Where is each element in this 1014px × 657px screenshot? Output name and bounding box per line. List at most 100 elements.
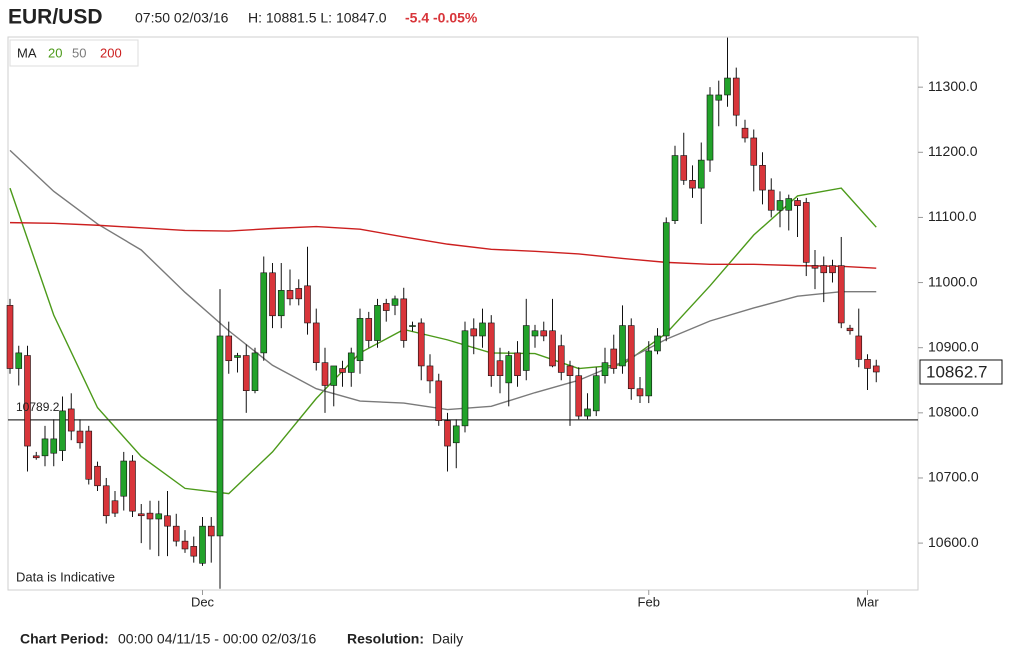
candle-body	[76, 430, 84, 444]
candle-body	[829, 265, 836, 274]
candle-body	[347, 352, 355, 373]
candle-body	[374, 305, 381, 341]
candle-body	[662, 222, 670, 337]
candle-body	[741, 127, 749, 139]
candle-body	[522, 325, 530, 371]
candle-body	[549, 330, 556, 367]
annotation: Data is Indicative	[16, 569, 115, 584]
candle-body	[715, 94, 723, 101]
candle-body	[636, 388, 644, 397]
candle-body	[286, 290, 294, 300]
last-price: 10862.7	[926, 362, 987, 381]
candle-body	[400, 298, 408, 341]
candle-body	[584, 408, 591, 417]
candle-body	[356, 318, 364, 362]
candle-body	[312, 322, 320, 363]
y-tick-label: 11000.0	[928, 273, 978, 289]
candle-body	[59, 410, 66, 451]
candle-body	[102, 485, 110, 517]
y-tick-label: 10800.0	[928, 404, 979, 420]
period-label: Chart Period:	[20, 631, 109, 647]
resolution-label: Resolution:	[347, 631, 424, 647]
change: -5.4 -0.05%	[405, 10, 478, 26]
candle-body	[601, 362, 609, 377]
candle-body	[671, 155, 679, 221]
candle-body	[435, 380, 443, 421]
candle-body	[32, 455, 40, 459]
candle-body	[706, 94, 714, 161]
candle-body	[269, 272, 276, 317]
candle-body	[190, 546, 198, 557]
level-label: 10789.2	[16, 400, 60, 414]
candle-body	[654, 335, 661, 352]
candle-body	[251, 352, 259, 391]
candle-body	[846, 327, 854, 332]
candle-body	[15, 352, 23, 369]
candle-body	[785, 198, 793, 211]
candle-body	[487, 322, 495, 377]
plot	[6, 37, 918, 589]
ma-line	[9, 187, 877, 495]
candle-body	[514, 352, 521, 377]
candle-body	[225, 335, 233, 362]
candle-body	[391, 298, 399, 306]
x-tick-label: Mar	[856, 594, 879, 609]
candle-body	[759, 165, 766, 191]
candle-body	[41, 438, 49, 457]
y-tick-label: 11200.0	[928, 143, 978, 159]
candle-body	[627, 325, 635, 390]
candle-body	[155, 513, 163, 520]
candle-body	[767, 189, 775, 211]
legend-title: MA	[17, 45, 37, 60]
candle-body	[330, 365, 338, 386]
candle-body	[724, 77, 731, 96]
candle-body	[120, 460, 128, 497]
candle-body	[6, 305, 14, 369]
legend-entry: 20	[48, 45, 62, 60]
candle-body	[199, 525, 206, 564]
candle-body	[234, 355, 241, 358]
y-tick-label: 10600.0	[928, 534, 979, 550]
candle-body	[802, 202, 810, 263]
candle-body	[137, 513, 145, 517]
candle-body	[304, 285, 311, 324]
candle-body	[531, 330, 539, 337]
candle-body	[820, 265, 828, 274]
legend-entry: 200	[100, 45, 122, 60]
candle-body	[129, 460, 136, 512]
y-tick-label: 10900.0	[928, 338, 979, 354]
candle-body	[619, 325, 626, 367]
candle-body	[540, 330, 548, 337]
candle-body	[146, 512, 154, 520]
candle-body	[557, 345, 565, 373]
candle-body	[479, 322, 486, 337]
candle-body	[260, 272, 268, 354]
candle-body	[181, 540, 189, 550]
symbol: EUR/USD	[8, 6, 103, 29]
candle-body	[680, 155, 688, 181]
candle-body	[382, 303, 390, 311]
candle-body	[470, 328, 478, 337]
candle-body	[610, 348, 618, 369]
y-tick-label: 10700.0	[928, 469, 979, 485]
candle-body	[426, 365, 434, 382]
candle-body	[207, 525, 215, 537]
candle-body	[409, 325, 416, 327]
candle-body	[872, 365, 880, 373]
y-tick-label: 11100.0	[928, 208, 977, 224]
candle-body	[50, 438, 58, 454]
candle-body	[24, 355, 31, 447]
time: 07:50 02/03/16	[135, 10, 229, 26]
candle-body	[417, 322, 425, 367]
resolution: Daily	[432, 631, 463, 647]
candle-body	[592, 375, 600, 412]
candle-body	[732, 77, 740, 116]
candle-body	[277, 290, 285, 317]
candle-body	[242, 355, 250, 391]
candle-body	[794, 200, 801, 207]
period: 00:00 04/11/15 - 00:00 02/03/16	[118, 631, 316, 647]
plot-frame	[7, 36, 919, 591]
candle-body	[452, 425, 460, 444]
